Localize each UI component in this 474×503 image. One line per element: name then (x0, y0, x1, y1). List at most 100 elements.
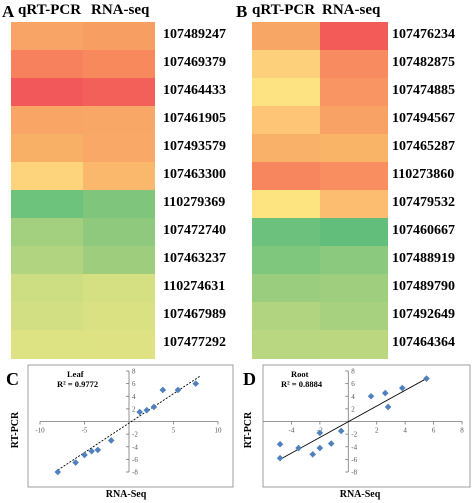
gene-id-label: 107474885 (392, 83, 455, 98)
x-tick-label: 4 (403, 427, 407, 435)
data-point (399, 384, 406, 392)
heatmap-b: 107476234 107482875 107474885 107494567 1074… (252, 22, 455, 359)
y-tick-label: 2 (132, 405, 136, 413)
y-tick-label: 6 (351, 380, 355, 388)
series-label: Leaf (67, 369, 84, 379)
data-point (136, 408, 143, 416)
heatmap-cell (83, 78, 155, 107)
heatmap-cell (83, 106, 155, 135)
data-point (276, 440, 284, 448)
data-point (81, 451, 88, 459)
x-axis-title: RNA-Seq (106, 489, 147, 500)
heatmap-cell (83, 302, 155, 331)
gene-id-label: 107479532 (392, 195, 455, 210)
heatmap-cell (11, 190, 83, 219)
heatmap-cell (11, 302, 83, 331)
heatmap-cell (320, 22, 388, 51)
heatmap-cell (252, 302, 320, 331)
y-tick-label: -6 (132, 456, 138, 464)
heatmap-cell (11, 106, 83, 135)
heatmap-cell (252, 274, 320, 303)
gene-id-label: 107463237 (163, 251, 226, 266)
y-tick-label: 2 (351, 405, 355, 413)
trendline (57, 375, 201, 471)
panel-a-col2-header: RNA-seq (91, 2, 150, 18)
heatmap-cell (320, 274, 388, 303)
gene-id-label: 107482875 (392, 55, 455, 70)
panel-b-letter: B (236, 2, 248, 21)
heatmap-cell (320, 106, 388, 135)
gene-id-label: 107464433 (163, 83, 226, 98)
plot-frame (262, 364, 471, 488)
gene-id-label: 107467989 (163, 307, 226, 322)
heatmap-cell (11, 134, 83, 163)
gene-id-label: 107472740 (163, 223, 226, 238)
x-tick-label: -10 (35, 427, 45, 435)
heatmap-cell (83, 218, 155, 247)
y-tick-label: 8 (351, 368, 355, 376)
panel-a-col1-header: qRT-PCR (18, 2, 82, 18)
panel-b-col2-header: RNA-seq (322, 2, 381, 18)
heatmap-cell (11, 22, 83, 51)
gene-id-label: 107488919 (392, 251, 455, 266)
y-tick-label: -8 (351, 469, 357, 477)
y-axis-title: RT-PCR (10, 411, 21, 448)
plot-frame (27, 364, 234, 488)
x-tick-label: -5 (82, 427, 88, 435)
heatmap-cell (83, 190, 155, 219)
gene-id-label: 107489790 (392, 279, 455, 294)
gene-id-label: 107489247 (163, 27, 226, 42)
heatmap-cell (252, 106, 320, 135)
data-point (72, 459, 79, 466)
y-axis-title: RT-PCR (243, 411, 254, 448)
data-point (192, 380, 200, 387)
heatmap-cell (11, 218, 83, 247)
heatmap-cell (320, 190, 388, 219)
heatmap-cell (83, 246, 155, 275)
heatmap-cell (320, 330, 388, 359)
data-point (159, 386, 167, 394)
x-tick-label: 6 (432, 427, 436, 435)
gene-id-label: 107476234 (392, 27, 455, 42)
heatmap-cell (83, 330, 155, 359)
heatmap-cell (252, 190, 320, 219)
gene-id-label: 107465287 (392, 139, 455, 154)
data-point (174, 386, 182, 394)
y-tick-label: -6 (351, 456, 357, 464)
heatmap-cell (252, 78, 320, 107)
x-tick-label: 2 (375, 427, 379, 435)
heatmap-cell (252, 218, 320, 247)
gene-id-label: 107464364 (392, 335, 455, 350)
data-point (276, 454, 284, 462)
heatmap-cell (320, 134, 388, 163)
heatmap-a: 107489247 107469379 107464433 107461905 1074… (0, 0, 240, 360)
y-tick-label: 6 (132, 380, 136, 388)
heatmap-cell (252, 134, 320, 163)
gene-id-label: 107469379 (163, 55, 226, 70)
heatmap-cell (320, 218, 388, 247)
heatmap-cell (320, 78, 388, 107)
heatmap-cell (320, 50, 388, 79)
data-point (94, 446, 102, 454)
heatmap-cell (11, 78, 83, 107)
data-point (367, 392, 375, 400)
gene-id-label: 107463300 (163, 167, 226, 182)
heatmap-cell (252, 162, 320, 191)
gene-id-label: 107493579 (163, 139, 226, 154)
data-point (381, 389, 389, 397)
heatmap-cell (11, 274, 83, 303)
gene-id-label: 107492649 (392, 307, 455, 322)
gene-id-label: 107494567 (392, 111, 455, 126)
data-point (309, 451, 317, 458)
heatmap-cell (11, 246, 83, 275)
data-point (327, 440, 335, 447)
y-tick-label: 4 (132, 393, 136, 401)
gene-id-label: 107477292 (163, 335, 226, 350)
heatmap-cell (320, 302, 388, 331)
x-axis-title: RNA-Seq (340, 489, 381, 500)
gene-id-label: 110279369 (163, 195, 226, 210)
heatmap-cell (83, 50, 155, 79)
heatmap-cell (11, 330, 83, 359)
